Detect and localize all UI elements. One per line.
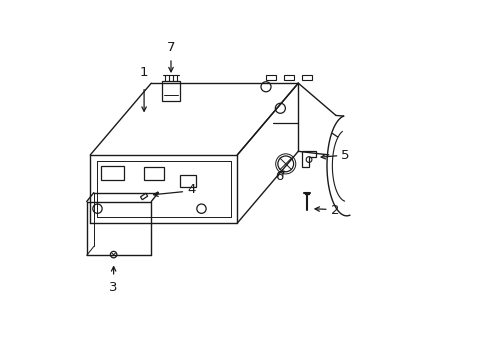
Bar xyxy=(301,75,311,80)
FancyBboxPatch shape xyxy=(101,166,124,180)
Polygon shape xyxy=(301,151,316,167)
FancyBboxPatch shape xyxy=(144,167,163,180)
Text: 4: 4 xyxy=(187,183,195,196)
Bar xyxy=(284,75,293,80)
Text: 2: 2 xyxy=(330,204,338,217)
Text: 5: 5 xyxy=(341,149,349,162)
FancyBboxPatch shape xyxy=(180,175,196,187)
Bar xyxy=(265,75,276,80)
Bar xyxy=(162,81,180,101)
Text: 7: 7 xyxy=(166,41,175,54)
Polygon shape xyxy=(140,193,147,200)
Text: 6: 6 xyxy=(275,170,283,183)
Text: 1: 1 xyxy=(140,66,148,79)
Text: 3: 3 xyxy=(109,281,118,294)
